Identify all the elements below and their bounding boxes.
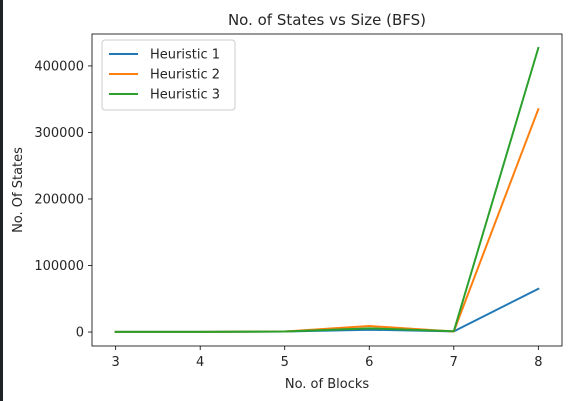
x-tick-label: 3 [112,355,120,370]
legend: Heuristic 1 Heuristic 2 Heuristic 3 [102,40,235,110]
legend-label: Heuristic 3 [150,88,220,103]
y-axis: 0 100000 200000 300000 400000 [34,59,92,340]
x-tick-label: 8 [534,355,542,370]
legend-label: Heuristic 1 [150,48,220,63]
y-tick-label: 0 [76,326,84,341]
chart-title: No. of States vs Size (BFS) [228,11,426,29]
x-tick-label: 5 [281,355,289,370]
x-tick-label: 7 [450,355,458,370]
y-tick-label: 300000 [34,126,84,141]
y-tick-label: 100000 [34,259,84,274]
x-tick-label: 4 [196,355,204,370]
y-tick-label: 400000 [34,59,84,74]
y-tick-label: 200000 [34,192,84,207]
x-axis: 3 4 5 6 7 8 [112,346,543,370]
legend-label: Heuristic 2 [150,68,220,83]
x-tick-label: 6 [365,355,373,370]
x-axis-label: No. of Blocks [285,377,370,392]
y-axis-label: No. Of States [11,147,26,233]
